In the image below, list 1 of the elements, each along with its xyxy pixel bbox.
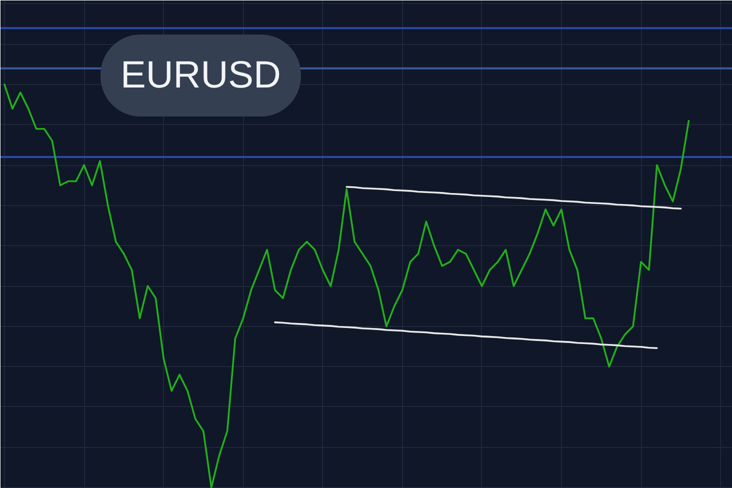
chart-title: EURUSD [120, 54, 281, 96]
